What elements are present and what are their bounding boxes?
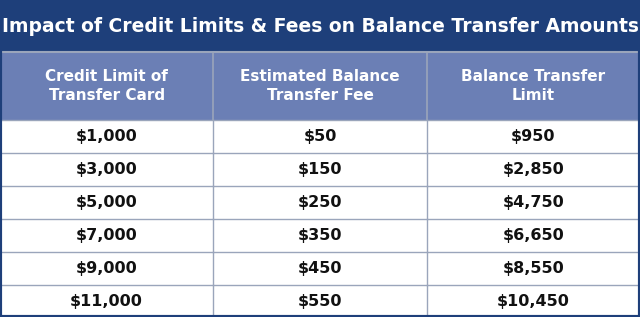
Bar [0,252,640,285]
Bar [0,186,640,219]
Bar [0,153,640,186]
Text: $150: $150 [298,162,342,177]
Text: $950: $950 [511,129,556,144]
Text: Credit Limit of
Transfer Card: Credit Limit of Transfer Card [45,69,168,103]
Text: $1,000: $1,000 [76,129,138,144]
Text: $6,650: $6,650 [502,228,564,243]
Text: $10,450: $10,450 [497,294,570,309]
Text: Balance Transfer
Limit: Balance Transfer Limit [461,69,605,103]
Text: $5,000: $5,000 [76,195,138,210]
Text: $550: $550 [298,294,342,309]
Text: $450: $450 [298,261,342,276]
Text: $2,850: $2,850 [502,162,564,177]
Text: $4,750: $4,750 [502,195,564,210]
Text: Impact of Credit Limits & Fees on Balance Transfer Amounts: Impact of Credit Limits & Fees on Balanc… [1,16,639,36]
Text: $8,550: $8,550 [502,261,564,276]
Text: $250: $250 [298,195,342,210]
Bar [0,120,640,153]
Bar [0,52,640,120]
Bar [0,219,640,252]
Text: Estimated Balance
Transfer Fee: Estimated Balance Transfer Fee [240,69,400,103]
Bar [0,285,640,317]
Text: $50: $50 [303,129,337,144]
Bar [0,0,640,52]
Text: $350: $350 [298,228,342,243]
Text: $7,000: $7,000 [76,228,138,243]
Text: $9,000: $9,000 [76,261,138,276]
Text: $11,000: $11,000 [70,294,143,309]
Text: $3,000: $3,000 [76,162,138,177]
